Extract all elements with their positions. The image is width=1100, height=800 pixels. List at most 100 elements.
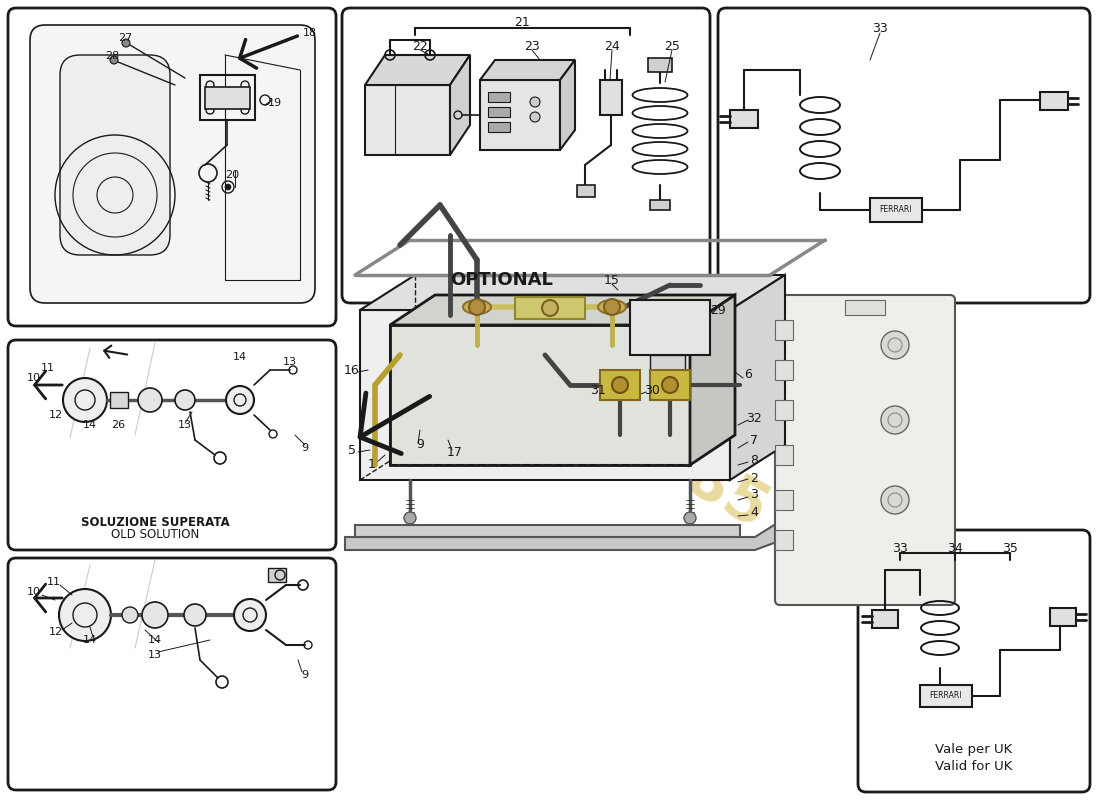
Bar xyxy=(488,92,510,102)
Bar xyxy=(648,58,672,72)
Bar xyxy=(776,320,793,340)
Text: 9: 9 xyxy=(301,670,309,680)
Bar xyxy=(776,530,793,550)
Text: 18: 18 xyxy=(302,28,317,38)
Text: 31: 31 xyxy=(590,383,606,397)
Bar xyxy=(845,300,886,315)
Polygon shape xyxy=(450,55,470,155)
Text: 13: 13 xyxy=(178,420,192,430)
Text: 21: 21 xyxy=(514,15,530,29)
Text: 28: 28 xyxy=(104,51,119,61)
FancyBboxPatch shape xyxy=(8,340,336,550)
Circle shape xyxy=(122,607,138,623)
Circle shape xyxy=(184,604,206,626)
FancyBboxPatch shape xyxy=(776,295,955,605)
Text: 27: 27 xyxy=(118,33,132,43)
FancyBboxPatch shape xyxy=(8,558,336,790)
Text: 10: 10 xyxy=(28,373,41,383)
Text: 30: 30 xyxy=(645,383,660,397)
Text: 14: 14 xyxy=(147,635,162,645)
Circle shape xyxy=(404,512,416,524)
Bar xyxy=(776,360,793,380)
Bar xyxy=(872,610,898,628)
Text: 12: 12 xyxy=(48,410,63,420)
Circle shape xyxy=(122,39,130,47)
Bar xyxy=(1040,92,1068,110)
Text: 23: 23 xyxy=(524,41,540,54)
FancyBboxPatch shape xyxy=(718,8,1090,303)
Bar xyxy=(776,400,793,420)
Text: OLD SOLUTION: OLD SOLUTION xyxy=(111,529,199,542)
Text: 29: 29 xyxy=(711,303,726,317)
Circle shape xyxy=(881,331,909,359)
Circle shape xyxy=(175,390,195,410)
Bar xyxy=(870,198,922,222)
Text: 16: 16 xyxy=(344,363,360,377)
Text: Valid for UK: Valid for UK xyxy=(935,759,1013,773)
Circle shape xyxy=(612,377,628,393)
Polygon shape xyxy=(390,325,690,465)
Circle shape xyxy=(142,602,168,628)
Text: 2: 2 xyxy=(750,471,758,485)
Text: 24: 24 xyxy=(604,41,620,54)
Polygon shape xyxy=(345,515,790,550)
Bar xyxy=(110,392,128,408)
Text: 17: 17 xyxy=(447,446,463,458)
Text: 33: 33 xyxy=(872,22,888,34)
Circle shape xyxy=(881,486,909,514)
Text: Vale per UK: Vale per UK xyxy=(935,743,1013,757)
FancyBboxPatch shape xyxy=(342,8,710,303)
Text: 19: 19 xyxy=(268,98,282,108)
FancyBboxPatch shape xyxy=(30,25,315,303)
Circle shape xyxy=(138,388,162,412)
Bar xyxy=(600,80,621,115)
Text: 1: 1 xyxy=(368,458,376,471)
Text: 13: 13 xyxy=(148,650,162,660)
Bar xyxy=(630,300,710,355)
Text: 14: 14 xyxy=(233,352,248,362)
Polygon shape xyxy=(560,60,575,150)
Polygon shape xyxy=(390,295,735,325)
Bar xyxy=(920,685,972,707)
Text: 9: 9 xyxy=(416,438,424,451)
Text: 20: 20 xyxy=(224,170,239,180)
Polygon shape xyxy=(480,60,575,80)
Text: 11: 11 xyxy=(41,363,55,373)
Text: 32: 32 xyxy=(746,411,762,425)
Circle shape xyxy=(530,112,540,122)
Text: 4: 4 xyxy=(750,506,758,519)
Bar xyxy=(600,370,640,400)
Text: 3: 3 xyxy=(750,489,758,502)
Bar xyxy=(1050,608,1076,626)
FancyBboxPatch shape xyxy=(858,530,1090,792)
Text: 14: 14 xyxy=(82,635,97,645)
Circle shape xyxy=(662,377,678,393)
Polygon shape xyxy=(480,80,560,150)
Polygon shape xyxy=(730,275,785,480)
Polygon shape xyxy=(690,295,735,465)
Circle shape xyxy=(226,386,254,414)
Text: 8: 8 xyxy=(750,454,758,466)
Polygon shape xyxy=(365,85,450,155)
Text: 26: 26 xyxy=(111,420,125,430)
Circle shape xyxy=(63,378,107,422)
Bar xyxy=(200,75,255,120)
Bar xyxy=(268,568,286,582)
Bar xyxy=(776,445,793,465)
Text: 15: 15 xyxy=(604,274,620,286)
FancyBboxPatch shape xyxy=(60,55,170,255)
Text: 6: 6 xyxy=(744,369,752,382)
Circle shape xyxy=(542,300,558,316)
Text: 25: 25 xyxy=(664,41,680,54)
FancyBboxPatch shape xyxy=(8,8,336,326)
Circle shape xyxy=(684,512,696,524)
Text: OPTIONAL: OPTIONAL xyxy=(451,271,553,289)
Polygon shape xyxy=(360,275,785,310)
Text: 9: 9 xyxy=(301,443,309,453)
Text: FERRARI: FERRARI xyxy=(880,206,912,214)
Circle shape xyxy=(530,97,540,107)
Text: 11: 11 xyxy=(47,577,60,587)
Bar xyxy=(515,297,585,319)
Bar xyxy=(488,107,510,117)
Text: 7: 7 xyxy=(750,434,758,446)
